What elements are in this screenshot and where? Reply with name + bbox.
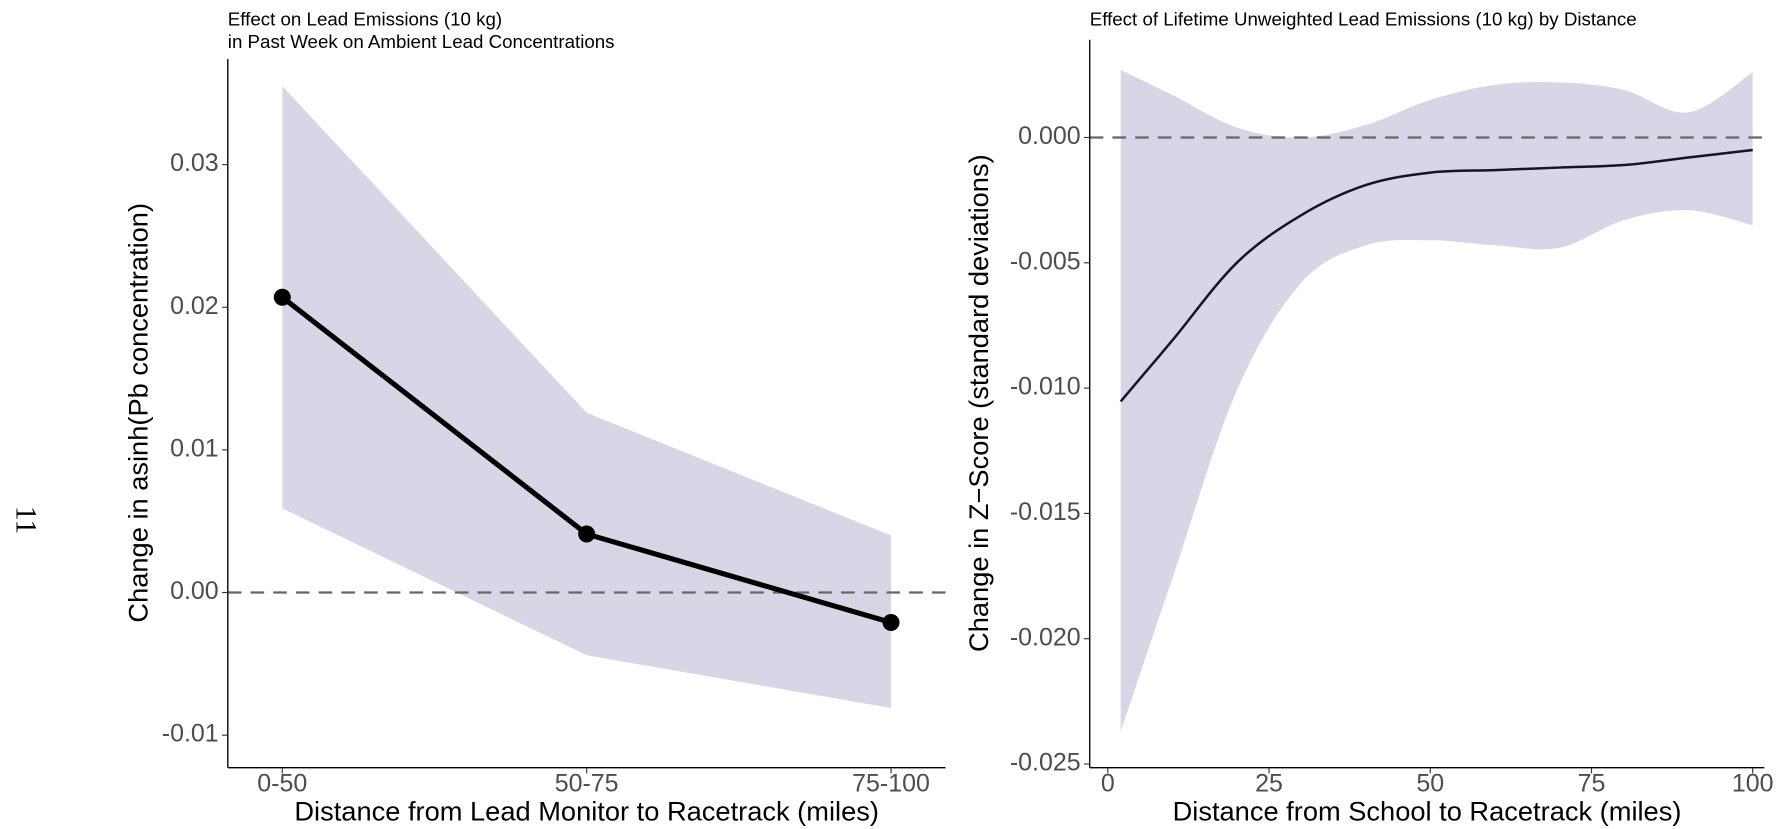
y-axis-title: Change in asinh(Pb concentration) — [123, 203, 154, 623]
y-tick-label: -0.005 — [1010, 247, 1081, 275]
confidence-band — [282, 86, 892, 709]
x-tick-label: 0-50 — [257, 769, 307, 797]
y-tick-label: 0.00 — [170, 577, 219, 605]
y-axis-title: Change in Z−Score (standard deviations) — [963, 154, 994, 652]
y-tick-label: 0.000 — [1018, 122, 1080, 150]
y-tick-label: -0.020 — [1010, 623, 1081, 651]
y-tick-label: -0.01 — [162, 720, 219, 748]
x-tick-label: 75 — [1578, 769, 1606, 797]
x-axis-title: Distance from Lead Monitor to Racetrack … — [294, 795, 879, 826]
y-tick-label: 0.03 — [170, 149, 219, 177]
chart-title: Effect on Lead Emissions (10 kg) — [228, 8, 502, 29]
y-tick-label: -0.025 — [1010, 749, 1081, 777]
x-tick-label: 100 — [1732, 769, 1774, 797]
x-axis-title: Distance from School to Racetrack (miles… — [1173, 795, 1682, 826]
y-tick-label: 0.02 — [170, 292, 219, 320]
estimate-line — [1119, 148, 1753, 403]
y-tick-label: -0.010 — [1010, 373, 1081, 401]
x-tick-label: 50 — [1416, 769, 1444, 797]
point — [882, 613, 900, 631]
x-tick-label: 0 — [1101, 769, 1115, 797]
x-tick-label: 25 — [1255, 769, 1283, 797]
confidence-band — [1120, 69, 1753, 732]
page-number: 11 — [10, 506, 42, 534]
x-tick-label: 75-100 — [852, 769, 930, 797]
point — [578, 525, 596, 543]
point — [273, 288, 291, 306]
x-tick-label: 50-75 — [555, 769, 619, 797]
y-tick-label: -0.015 — [1010, 498, 1081, 526]
y-tick-label: 0.01 — [170, 434, 219, 462]
chart-title: Effect of Lifetime Unweighted Lead Emiss… — [1090, 8, 1637, 29]
chart-subtitle: in Past Week on Ambient Lead Concentrati… — [228, 31, 615, 52]
